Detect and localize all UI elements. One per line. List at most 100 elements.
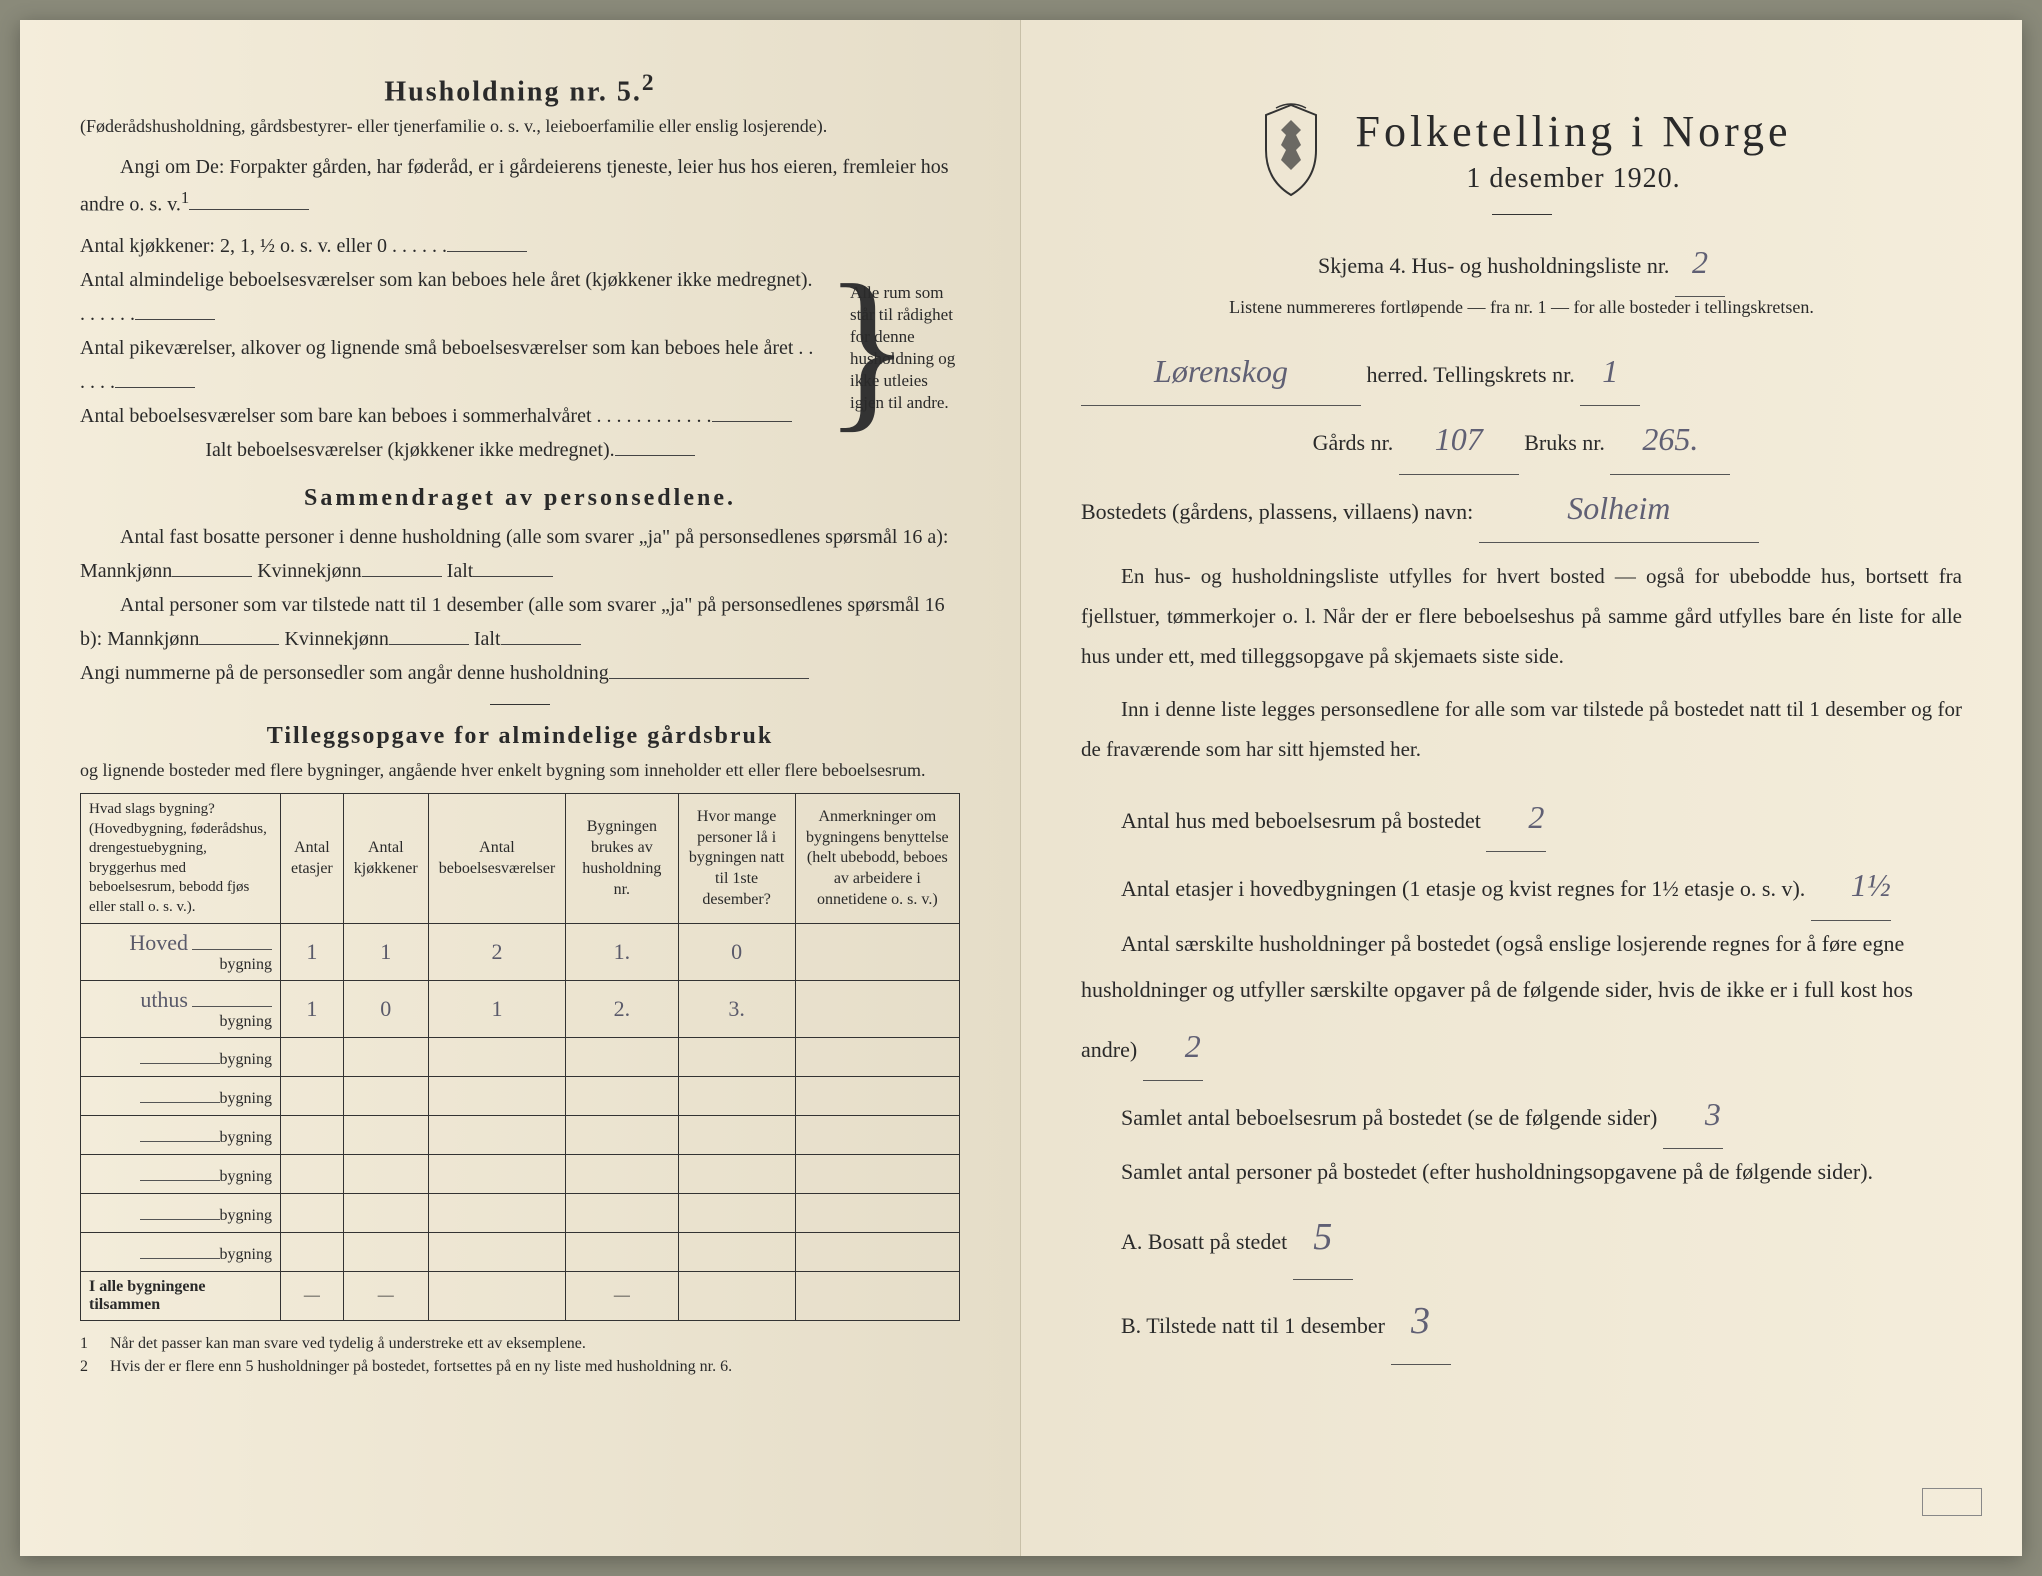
- ab-list: A. Bosatt på stedet 5 B. Tilstede natt t…: [1121, 1196, 1962, 1365]
- antal-hus-label: Antal hus med beboelsesrum på bostedet: [1121, 808, 1481, 833]
- herred-label: herred. Tellingskrets nr.: [1367, 362, 1575, 387]
- blank: [135, 300, 215, 320]
- bosted-value: Solheim: [1479, 475, 1759, 543]
- blank: [447, 232, 527, 252]
- b-line: B. Tilstede natt til 1 desember 3: [1121, 1280, 1962, 1365]
- bosted-line: Bostedets (gårdens, plassens, villaens) …: [1081, 475, 1962, 543]
- skjema-line: Skjema 4. Hus- og husholdningsliste nr. …: [1081, 229, 1962, 297]
- table-cell: [566, 1116, 678, 1155]
- coat-of-arms-icon: [1251, 100, 1331, 200]
- th-anm: Anmerkninger om bygningens benyttelse (h…: [795, 794, 959, 924]
- table-cell: [566, 1233, 678, 1272]
- sum1: Antal fast bosatte personer i denne hush…: [80, 520, 960, 588]
- b-value: 3: [1391, 1280, 1451, 1365]
- sum3-text: Angi nummerne på de personsedler som ang…: [80, 662, 609, 684]
- sum-ialt2: Ialt: [474, 628, 501, 650]
- th-kjokkener: Antal kjøkkener: [343, 794, 428, 924]
- table-row: bygning: [81, 1233, 960, 1272]
- blank: [389, 625, 469, 645]
- rooms-left: Antal kjøkkener: 2, 1, ½ o. s. v. eller …: [80, 229, 820, 467]
- divider: [490, 704, 550, 705]
- table-cell: [678, 1194, 795, 1233]
- blank: [473, 557, 553, 577]
- table-cell: [428, 1194, 565, 1233]
- household-5-title: Husholdning nr. 5.2: [80, 70, 960, 108]
- fn2-num: 2: [80, 1356, 98, 1378]
- table-cell: [566, 1038, 678, 1077]
- antal-et-line: Antal etasjer i hovedbygningen (1 etasje…: [1081, 852, 1962, 920]
- antal-hush-value: 2: [1143, 1013, 1203, 1081]
- table-cell: 1.: [566, 924, 678, 981]
- table-cell: [678, 1155, 795, 1194]
- herred-value: Lørenskog: [1081, 338, 1361, 406]
- table-cell: [795, 1194, 959, 1233]
- table-cell: [281, 1194, 344, 1233]
- table-row: bygning: [81, 1077, 960, 1116]
- table-row: bygning: [81, 1155, 960, 1194]
- a-line: A. Bosatt på stedet 5: [1121, 1196, 1962, 1281]
- bygning-cell: uthus bygning: [81, 981, 281, 1038]
- fn1-text: Når det passer kan man svare ved tydelig…: [110, 1333, 586, 1355]
- footnote-1: 1Når det passer kan man svare ved tydeli…: [80, 1333, 960, 1355]
- title-block: Folketelling i Norge 1 desember 1920.: [1355, 106, 1791, 195]
- table-row: bygning: [81, 1116, 960, 1155]
- table-cell: [428, 1077, 565, 1116]
- table-header-row: Hvad slags bygning? (Hovedbygning, føder…: [81, 794, 960, 924]
- table-cell: [343, 1233, 428, 1272]
- skjema-label: Skjema 4. Hus- og husholdningsliste nr.: [1318, 253, 1669, 278]
- bygning-cell: bygning: [81, 1155, 281, 1194]
- table-cell: [343, 1116, 428, 1155]
- kitchen-line: Antal kjøkkener: 2, 1, ½ o. s. v. eller …: [80, 229, 820, 263]
- building-table: Hvad slags bygning? (Hovedbygning, føder…: [80, 793, 960, 1321]
- th-brukes: Bygningen brukes av husholdning nr.: [566, 794, 678, 924]
- h5-sup: 2: [642, 70, 656, 96]
- table-cell: 2: [428, 924, 565, 981]
- sum-kv: Kvinnekjønn: [257, 560, 361, 582]
- antal-hus-value: 2: [1486, 784, 1546, 852]
- sub-date: 1 desember 1920.: [1355, 163, 1791, 195]
- f5: [678, 1272, 795, 1321]
- table-cell: [428, 1233, 565, 1272]
- b-label: B. Tilstede natt til 1 desember: [1121, 1313, 1385, 1338]
- antal-et-value: 1½: [1811, 852, 1891, 920]
- table-cell: [795, 981, 959, 1038]
- table-cell: [566, 1077, 678, 1116]
- blank: [712, 402, 792, 422]
- blank: [115, 368, 195, 388]
- table-row: uthus bygning1012.3.: [81, 981, 960, 1038]
- document-spread: Husholdning nr. 5.2 (Føderådshusholdning…: [20, 20, 2022, 1556]
- table-cell: [343, 1155, 428, 1194]
- table-cell: [678, 1077, 795, 1116]
- blank: [172, 557, 252, 577]
- samlet-rum-line: Samlet antal beboelsesrum på bostedet (s…: [1081, 1081, 1962, 1149]
- table-cell: 2.: [566, 981, 678, 1038]
- gards-label: Gårds nr.: [1313, 430, 1394, 455]
- rooms3-text: Antal beboelsesværelser som bare kan beb…: [80, 405, 712, 427]
- table-cell: [281, 1077, 344, 1116]
- samlet-pers-line: Samlet antal personer på bostedet (efter…: [1081, 1149, 1962, 1195]
- table-cell: 1: [281, 981, 344, 1038]
- th-etasjer: Antal etasjer: [281, 794, 344, 924]
- h5-note: (Føderådshusholdning, gårdsbestyrer- ell…: [80, 114, 960, 139]
- bruks-label: Bruks nr.: [1524, 430, 1605, 455]
- summary-title: Sammendraget av personsedlene.: [80, 485, 960, 512]
- h5-sup1: 1: [181, 188, 189, 207]
- table-cell: [281, 1038, 344, 1077]
- table-cell: [428, 1116, 565, 1155]
- sum-kv2: Kvinnekjønn: [284, 628, 388, 650]
- table-cell: 3.: [678, 981, 795, 1038]
- th-personer: Hvor mange personer lå i bygningen natt …: [678, 794, 795, 924]
- skjema-nr: 2: [1675, 229, 1725, 297]
- rooms1-line: Antal almindelige beboelsesværelser som …: [80, 263, 820, 331]
- a-value: 5: [1293, 1196, 1353, 1281]
- fn2-text: Hvis der er flere enn 5 husholdninger på…: [110, 1356, 732, 1378]
- para1: En hus- og husholdningsliste utfylles fo…: [1081, 557, 1962, 677]
- f6: [795, 1272, 959, 1321]
- table-cell: [795, 1155, 959, 1194]
- blank-line: [189, 190, 309, 210]
- table-cell: [678, 1233, 795, 1272]
- table-cell: 1: [343, 924, 428, 981]
- table-cell: 1: [428, 981, 565, 1038]
- bosted-label: Bostedets (gårdens, plassens, villaens) …: [1081, 499, 1473, 524]
- right-page: Folketelling i Norge 1 desember 1920. Sk…: [1021, 20, 2022, 1556]
